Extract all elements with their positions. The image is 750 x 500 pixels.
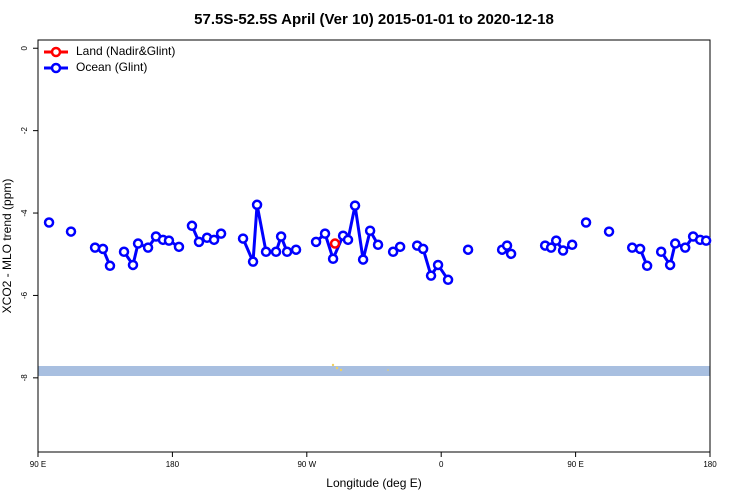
data-point	[603, 226, 615, 237]
data-point	[237, 233, 249, 244]
data-point	[655, 246, 667, 258]
data-point	[275, 231, 287, 242]
land-dots	[331, 363, 389, 372]
data-point	[89, 242, 101, 253]
data-point	[357, 254, 369, 265]
y-tick-label: -8	[20, 374, 29, 382]
data-point	[97, 243, 109, 255]
data-point	[104, 260, 116, 272]
data-point	[127, 259, 139, 271]
legend-label: Ocean (Glint)	[76, 60, 147, 74]
data-point	[132, 238, 144, 249]
data-point	[270, 246, 282, 258]
data-point	[462, 244, 474, 255]
data-point	[387, 246, 399, 258]
data-point	[550, 235, 562, 246]
data-point	[65, 226, 77, 237]
y-axis-label: XCO2 - MLO trend (ppm)	[0, 179, 14, 314]
x-tick-label: 0	[439, 460, 444, 469]
data-point	[372, 239, 384, 251]
data-point	[566, 239, 578, 251]
plot-frame	[37, 39, 711, 453]
data-point	[327, 253, 339, 265]
data-point	[186, 220, 198, 232]
data-point	[215, 228, 227, 239]
legend-marker	[50, 46, 62, 58]
data-point	[425, 270, 437, 281]
y-tick-label: -4	[20, 209, 29, 217]
data-point	[557, 245, 569, 256]
x-tick-label: 180	[703, 460, 717, 469]
x-tick-label: 180	[166, 460, 180, 469]
data-point	[173, 241, 185, 253]
x-tick-label: 90 W	[297, 460, 316, 469]
land-mask-band	[38, 366, 710, 376]
legend-label: Land (Nadir&Glint)	[76, 44, 175, 58]
data-point	[505, 248, 517, 260]
data-point	[329, 238, 341, 249]
data-point	[700, 235, 712, 246]
x-tick-label: 90 E	[567, 460, 583, 469]
data-point	[634, 243, 646, 255]
data-point	[342, 234, 354, 246]
data-point	[319, 228, 331, 239]
data-point	[580, 217, 592, 228]
data-point	[669, 238, 681, 249]
data-point	[501, 240, 513, 251]
y-tick-label: -2	[20, 127, 29, 135]
y-tick-label: -6	[20, 291, 29, 299]
data-point	[118, 246, 130, 258]
data-point	[545, 242, 557, 253]
data-point	[260, 246, 272, 258]
data-point	[364, 225, 376, 237]
data-point	[432, 259, 444, 271]
data-point	[251, 199, 263, 211]
data-point	[208, 234, 220, 246]
data-point	[142, 242, 154, 253]
x-tick-label: 90 E	[30, 460, 46, 469]
x-axis-label: Longitude (deg E)	[326, 476, 421, 490]
data-point	[641, 260, 653, 272]
data-point	[43, 217, 55, 228]
data-point	[626, 242, 638, 253]
data-point	[679, 242, 691, 253]
data-point	[417, 243, 429, 255]
data-point	[349, 200, 361, 211]
data-point	[163, 235, 175, 246]
data-point	[664, 259, 676, 271]
legend-marker	[50, 62, 62, 74]
data-point	[290, 244, 302, 255]
data-point	[247, 256, 259, 267]
data-point	[193, 236, 205, 248]
chart-title: 57.5S-52.5S April (Ver 10) 2015-01-01 to…	[194, 11, 554, 28]
data-point	[394, 241, 406, 253]
data-point	[442, 274, 454, 286]
y-tick-label: 0	[20, 45, 29, 50]
data-point	[310, 236, 322, 248]
data-point	[281, 246, 293, 258]
